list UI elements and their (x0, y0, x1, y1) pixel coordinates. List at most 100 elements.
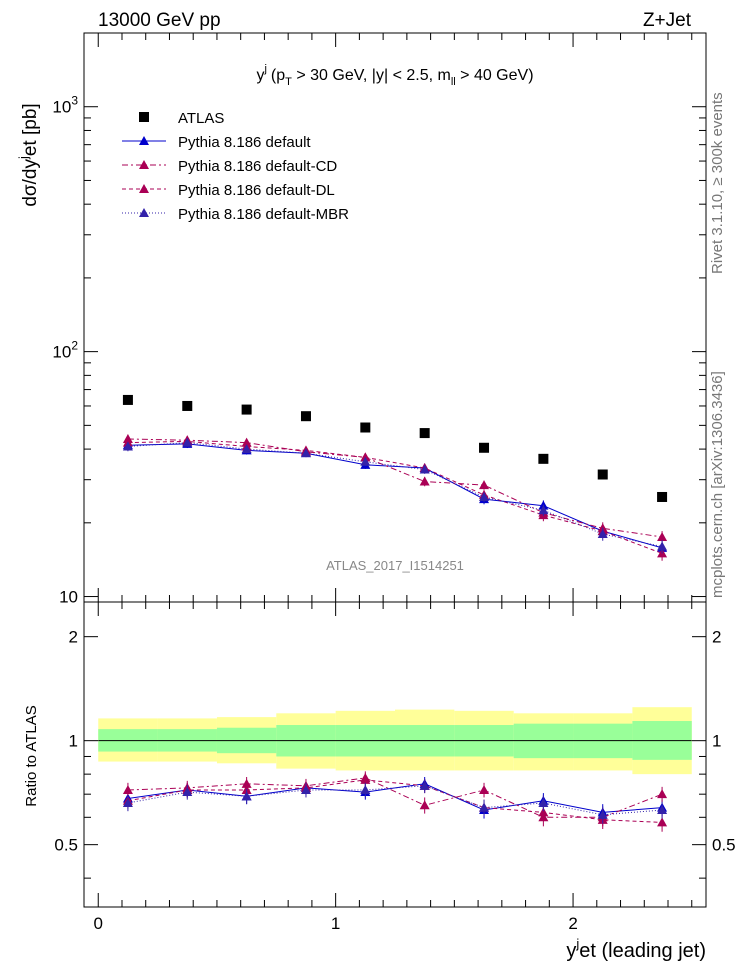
main-ylabel-main: dσ/dy (20, 159, 41, 207)
main-mbr-point (419, 464, 430, 474)
ratio-dl-line (127, 779, 663, 823)
title-mcut: > 40 GeV) (456, 67, 534, 84)
main-cd-point (419, 476, 430, 486)
title-y: y (256, 67, 264, 84)
legend-cd-marker (139, 160, 149, 169)
ratio-mbr-point (241, 791, 252, 801)
main-mbr-point (479, 491, 490, 501)
legend-default-marker (139, 136, 149, 145)
header-left: 13000 GeV pp (98, 10, 221, 31)
atlas-point (657, 491, 668, 502)
ratio-mbr-point (597, 809, 608, 819)
title-open: (p (271, 67, 285, 84)
xlabel-main: y (566, 940, 576, 962)
ratio-mbr-line (127, 785, 663, 816)
analysis-watermark: ATLAS_2017_I1514251 (326, 558, 464, 573)
title-ptcut: > 30 GeV, |y| < 2.5, m (292, 67, 451, 84)
legend-default-label: Pythia 8.186 default (178, 134, 311, 151)
atlas-point (597, 469, 608, 480)
main-dl-line (127, 440, 663, 554)
title-ll: ll (451, 76, 456, 88)
main-ytick-label-base: 10 (59, 588, 78, 607)
ratio-ytick-label: 2 (69, 628, 78, 647)
xtick-label: 2 (568, 914, 577, 933)
main-ytick-label-base: 10 (52, 98, 71, 117)
main-ylabel-sup: j (16, 156, 31, 160)
atlas-point (241, 404, 252, 415)
main-default-line (127, 443, 663, 549)
ratio-ytick-label: 0.5 (54, 836, 78, 855)
atlas-point (182, 400, 193, 411)
title-T: T (285, 76, 292, 88)
main-series (122, 394, 668, 561)
ratio-mbr-point (122, 798, 133, 808)
ratio-mbr-point (182, 787, 193, 797)
ratio-cd-point (122, 784, 133, 794)
main-mbr-point (360, 456, 371, 466)
legend-dl-marker (139, 184, 149, 193)
atlas-point (360, 422, 371, 433)
ratio-mbr-point (419, 780, 430, 790)
ratio-default-line (127, 783, 663, 813)
ratio-ytick-label: 1 (69, 732, 78, 751)
main-cd-point (479, 480, 490, 490)
ratio-mbr-point (300, 784, 311, 794)
ratio-mbr-point (479, 802, 490, 812)
legend-cd-label: Pythia 8.186 default-CD (178, 158, 337, 175)
legend-atlas-label: ATLAS (178, 110, 224, 127)
ratio-frame (83, 601, 707, 908)
main-mbr-point (657, 541, 668, 551)
legend-dl-label: Pythia 8.186 default-DL (178, 182, 335, 199)
atlas-point (122, 394, 133, 405)
xlabel-tail: et (leading jet) (579, 940, 706, 962)
xlabel: yjet (leading jet) (566, 936, 706, 962)
ratio-ylabel: Ratio to ATLAS (23, 705, 40, 806)
main-ytick-label: 102 (52, 339, 78, 362)
ratio-mbr-point (657, 804, 668, 814)
ratio-cd-point (419, 800, 430, 810)
main-ytick-label: 103 (52, 94, 78, 117)
ratio-series (122, 771, 668, 832)
main-mbr-point (241, 444, 252, 454)
ratio-ytick-label-right: 1 (712, 732, 721, 751)
ratio-dl-point (657, 817, 668, 827)
atlas-point (300, 411, 311, 422)
legend-atlas-marker (139, 112, 149, 122)
main-mbr-point (538, 505, 549, 515)
main-mbr-point (182, 437, 193, 447)
header-right: Z+Jet (643, 10, 692, 31)
xtick-label: 1 (331, 914, 340, 933)
main-ytick-label-exp: 3 (71, 94, 78, 108)
ratio-cd-point (479, 784, 490, 794)
title-j: j (263, 63, 266, 75)
ratio-cd-point (657, 789, 668, 799)
atlas-point (479, 442, 490, 453)
main-mbr-point (597, 529, 608, 539)
main-ylabel: dσ/dyjet [pb] (16, 103, 41, 206)
atlas-point (419, 428, 430, 439)
main-ytick-label-exp: 2 (71, 339, 78, 353)
ratio-dl-point (360, 774, 371, 784)
legend-mbr-marker (139, 208, 149, 217)
main-ytick-label-base: 10 (52, 343, 71, 362)
plot-title: yj (pT > 30 GeV, |y| < 2.5, mll > 40 GeV) (256, 63, 533, 88)
main-cd-line (127, 438, 663, 538)
atlas-point (538, 453, 549, 464)
ratio-mbr-point (538, 798, 549, 808)
ratio-cd-line (127, 777, 663, 818)
main-mbr-point (122, 441, 133, 451)
legend-mbr-label: Pythia 8.186 default-MBR (178, 206, 349, 223)
ratio-bands (98, 707, 692, 775)
xtick-label: 0 (94, 914, 103, 933)
main-ytick-label: 10 (59, 588, 78, 607)
main-mbr-line (127, 442, 663, 548)
main-cd-point (657, 532, 668, 542)
ratio-ytick-label-right: 0.5 (712, 836, 736, 855)
legend: ATLAS Pythia 8.186 default Pythia 8.186 … (122, 110, 349, 223)
main-mbr-point (300, 448, 311, 458)
mcplots-label: mcplots.cern.ch [arXiv:1306.3436] (709, 371, 726, 598)
ratio-dl-point (538, 807, 549, 817)
xlabel-sup: j (575, 936, 579, 951)
ratio-mbr-point (360, 784, 371, 794)
